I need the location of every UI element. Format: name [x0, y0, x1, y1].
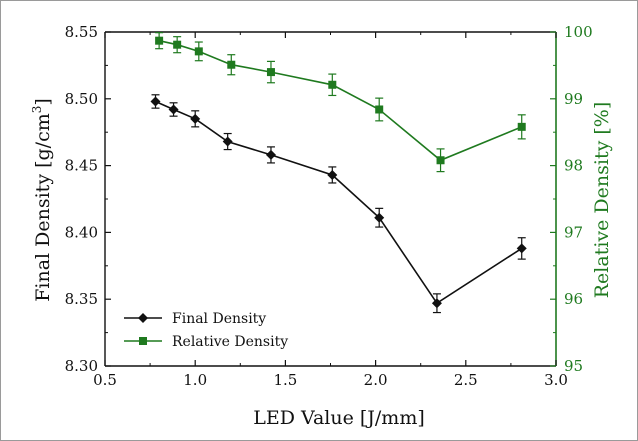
y-left-tick-label-1: 8.35: [65, 290, 98, 308]
data-point-final-density-4: [265, 149, 276, 160]
y-right-tick-label-1: 96: [564, 290, 583, 308]
data-point-final-density-6: [374, 212, 385, 223]
data-point-relative-density-1: [173, 40, 182, 49]
y-right-tick-label-3: 98: [564, 157, 583, 175]
y-right-tick-label-0: 95: [564, 357, 583, 375]
legend-label-final-density: Final Density: [172, 311, 266, 327]
y-axis-left-title-sup: 3: [30, 106, 44, 114]
y-left-tick-label-2: 8.40: [65, 223, 98, 241]
legend-marker-relative-density: [139, 337, 147, 345]
series-final-density: [150, 94, 527, 314]
data-point-final-density-2: [190, 113, 201, 124]
x-tick-label-0: 0.5: [93, 371, 117, 389]
x-tick-label-5: 3.0: [544, 371, 568, 389]
y-right-tick-label-5: 100: [564, 23, 593, 41]
y-left-tick-label-3: 8.45: [65, 157, 98, 175]
y-axis-left-title: Final Density [g/cm3]: [30, 98, 54, 302]
data-point-relative-density-8: [517, 122, 526, 131]
data-point-final-density-3: [222, 136, 233, 147]
data-point-relative-density-5: [328, 80, 337, 89]
data-point-final-density-1: [168, 104, 179, 115]
legend-label-relative-density: Relative Density: [172, 334, 288, 350]
data-point-relative-density-7: [436, 156, 445, 165]
y-left-tick-label-5: 8.55: [65, 23, 98, 41]
data-point-final-density-5: [327, 169, 338, 180]
x-tick-label-2: 1.5: [273, 371, 297, 389]
y-axis-right-title: Relative Density [%]: [591, 102, 613, 299]
y-left-tick-label-0: 8.30: [65, 357, 98, 375]
data-point-relative-density-0: [155, 36, 164, 45]
data-point-final-density-7: [431, 298, 442, 309]
y-axis-left-title-end: ]: [32, 98, 54, 105]
x-tick-label-4: 2.5: [454, 371, 478, 389]
data-point-relative-density-3: [227, 60, 236, 69]
y-right-tick-label-2: 97: [564, 223, 583, 241]
legend: Final Density Relative Density: [124, 311, 288, 350]
y-left-tick-label-4: 8.50: [65, 90, 98, 108]
series-relative-density: [155, 32, 526, 173]
x-tick-label-3: 2.0: [364, 371, 388, 389]
legend-marker-final-density: [138, 313, 148, 323]
data-point-relative-density-6: [375, 105, 384, 114]
data-point-relative-density-4: [266, 68, 275, 77]
x-tick-label-1: 1.0: [183, 371, 207, 389]
x-axis-title: LED Value [J/mm]: [253, 407, 425, 429]
data-point-final-density-8: [516, 243, 527, 254]
data-point-final-density-0: [150, 96, 161, 107]
y-axis-left-title-main: Final Density [g/cm: [32, 113, 54, 302]
series-layer: [150, 32, 527, 314]
y-right-tick-label-4: 99: [564, 90, 583, 108]
data-point-relative-density-2: [194, 47, 203, 56]
axes: 0.5 1.0 1.5 2.0 2.5 3.0 8.30 8.35 8.40 8.45 8.50 8.…: [65, 23, 593, 389]
